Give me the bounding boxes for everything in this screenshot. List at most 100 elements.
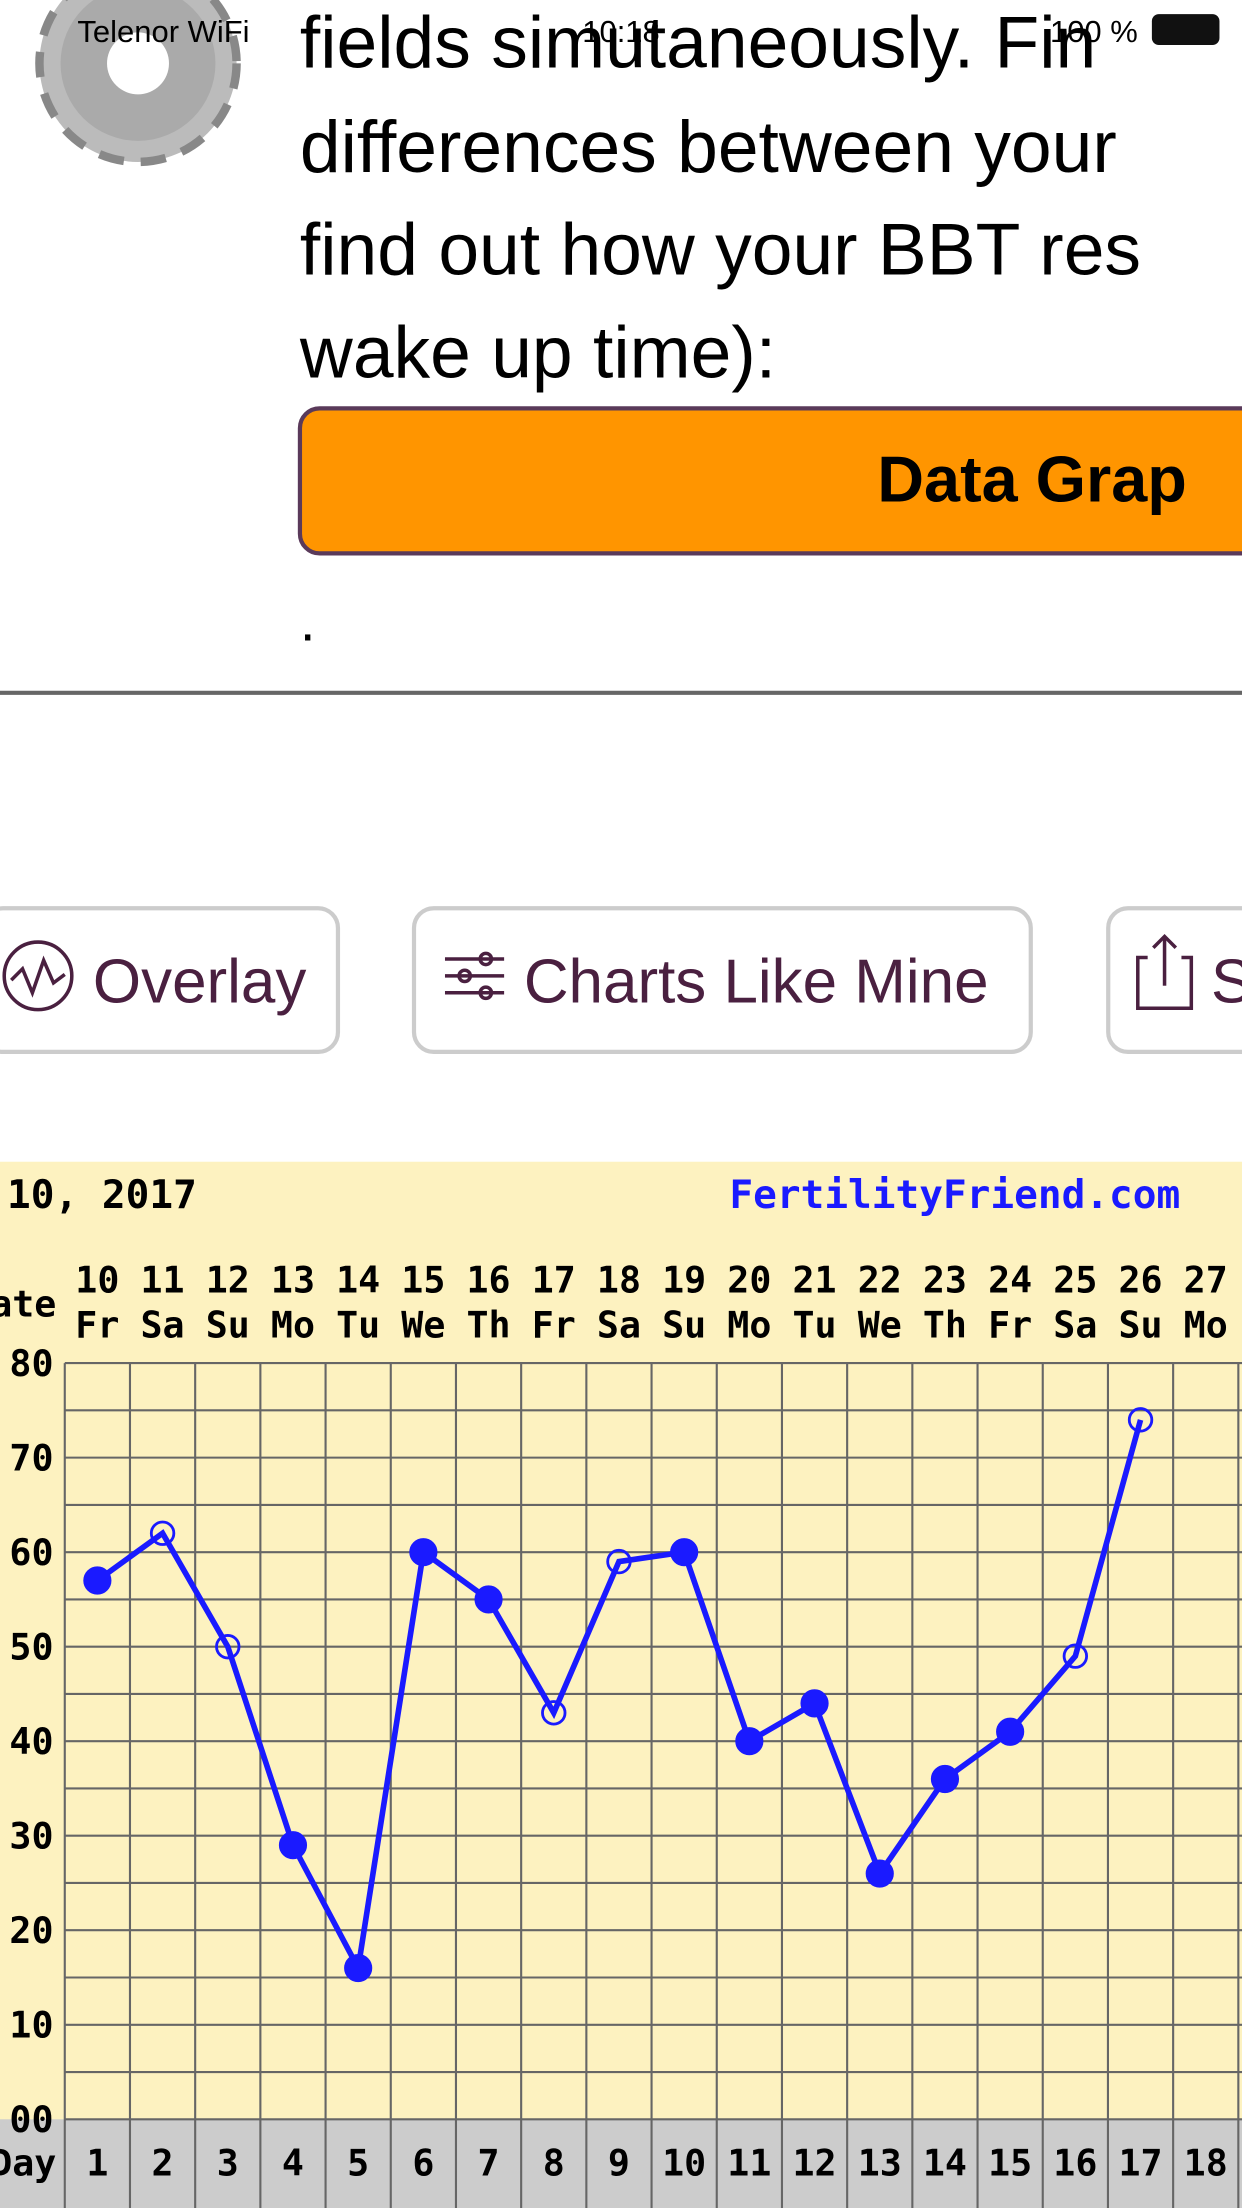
date-label: 10 <box>75 1259 119 1302</box>
weekday-label: Tu <box>336 1304 380 1347</box>
bbt-point <box>215 1633 241 1660</box>
date-label: 17 <box>532 1259 576 1302</box>
date-label: 15 <box>401 1259 445 1302</box>
date-label: Date <box>0 1283 56 1326</box>
date-label: 18 <box>597 1259 641 1302</box>
bbt-point <box>1127 1407 1154 1433</box>
weekday-label: Th <box>923 1304 967 1347</box>
cycle-day-label: 17 <box>1118 2142 1162 2185</box>
bbt-line <box>95 1419 1144 1977</box>
date-label: 26 <box>1118 1259 1162 1302</box>
cycle-day-label: 4 <box>282 2142 304 2185</box>
day-label: Day <box>0 2142 56 2185</box>
y-tick-label: 80 <box>9 1342 53 1385</box>
cycle-day-label: 3 <box>217 2142 239 2185</box>
weekday-label: Sa <box>141 1304 185 1347</box>
date-label: 25 <box>1053 1259 1097 1302</box>
y-tick-label: 00 <box>9 2098 53 2141</box>
button-label: Data Grap <box>877 442 1187 515</box>
date-label: 14 <box>336 1259 380 1302</box>
toolbar-icons <box>2 933 1194 1012</box>
date-label: 27 <box>1184 1259 1228 1302</box>
cycle-day-label: 16 <box>1053 2142 1097 2185</box>
charts-like-mine-button[interactable] <box>411 906 1033 1055</box>
cycle-day-label: 6 <box>412 2142 434 2185</box>
bbt-point <box>278 1831 308 1860</box>
bbt-point <box>800 1689 829 1718</box>
weekday-label: Fr <box>988 1304 1032 1347</box>
date-label: 21 <box>793 1259 837 1302</box>
cycle-day-label: 11 <box>727 2142 771 2185</box>
date-label: 20 <box>727 1259 771 1302</box>
date-label: 22 <box>858 1259 902 1302</box>
date-label: 11 <box>141 1259 185 1302</box>
dot: . <box>300 590 316 653</box>
cycle-day-label: 9 <box>608 2142 630 2185</box>
bbt-point <box>606 1548 632 1575</box>
cycle-day-label: 18 <box>1184 2142 1228 2185</box>
y-tick-label: 30 <box>9 1814 53 1857</box>
y-tick-label: 60 <box>9 1531 53 1574</box>
carrier: Telenor WiFi <box>77 14 249 49</box>
cycle-day-label: 2 <box>152 2142 174 2185</box>
overlay-button[interactable] <box>0 906 341 1055</box>
y-tick-label: 40 <box>9 1720 53 1763</box>
toolbar-label: Overlay <box>93 948 306 1017</box>
weekday-label: Th <box>467 1304 511 1347</box>
date-label: 12 <box>206 1259 250 1302</box>
bbt-point <box>83 1566 112 1595</box>
data-graph-button[interactable] <box>297 406 1242 556</box>
text-line: fields simutaneously. Fin <box>300 2 1096 84</box>
bbt-point <box>409 1538 438 1567</box>
cycle-day-label: 14 <box>923 2142 967 2185</box>
date-label: 16 <box>467 1259 511 1302</box>
weekday-label: Fr <box>75 1304 119 1347</box>
date-label: 24 <box>988 1259 1032 1302</box>
bbt-point <box>1062 1643 1089 1669</box>
weekday-label: Mo <box>271 1304 315 1347</box>
weekday-label: Mo <box>1184 1304 1228 1347</box>
cycle-day-label: 1 <box>86 2142 108 2185</box>
gear-icon <box>35 0 241 167</box>
y-tick-label: 20 <box>9 1909 53 1952</box>
site-name: FertilityFriend.com <box>729 1172 1180 1218</box>
bbt-point <box>735 1727 764 1756</box>
date-label: 13 <box>271 1259 315 1302</box>
weekday-label: Fr <box>532 1304 576 1347</box>
weekday-label: Sa <box>597 1304 641 1347</box>
weekday-label: Su <box>206 1304 250 1347</box>
cycle-day-label: 5 <box>347 2142 369 2185</box>
weekday-label: We <box>401 1304 445 1347</box>
bbt-point <box>541 1700 567 1726</box>
share-button[interactable] <box>1106 906 1242 1055</box>
bbt-point <box>670 1538 699 1567</box>
date-label: 19 <box>662 1259 706 1302</box>
chart: 10, 2017 FertilityFriend.com Date 00 10 20… <box>0 1172 1242 2208</box>
weekday-label: We <box>858 1304 902 1347</box>
weekday-label: Mo <box>727 1304 771 1347</box>
cycle-day-label: 10 <box>662 2142 706 2185</box>
date-label: 23 <box>923 1259 967 1302</box>
y-tick-label: 10 <box>9 2003 53 2046</box>
weekday-label: Tu <box>793 1304 837 1347</box>
bbt-point <box>996 1717 1025 1746</box>
chart-title: 10, 2017 <box>7 1172 197 1218</box>
battery-icon <box>1151 14 1220 46</box>
bbt-point <box>149 1520 176 1546</box>
cycle-day-band <box>0 2119 1242 2208</box>
weekday-label: Su <box>662 1304 706 1347</box>
y-tick-label: 50 <box>9 1625 53 1668</box>
cycle-day-label: 13 <box>858 2142 902 2185</box>
body-text: fields simutaneously. Fin differences be… <box>299 2 1141 394</box>
cycle-day-label: 12 <box>793 2142 837 2185</box>
text-line: wake up time): <box>299 311 776 393</box>
y-tick-label: 70 <box>9 1436 53 1479</box>
text-line: find out how your BBT res <box>300 209 1141 291</box>
clock: 10:18 <box>582 14 660 49</box>
toolbar-label: S <box>1211 948 1242 1017</box>
bbt-point <box>344 1953 373 1983</box>
chart-background <box>0 1161 1242 2208</box>
cycle-day-label: 15 <box>988 2142 1032 2185</box>
